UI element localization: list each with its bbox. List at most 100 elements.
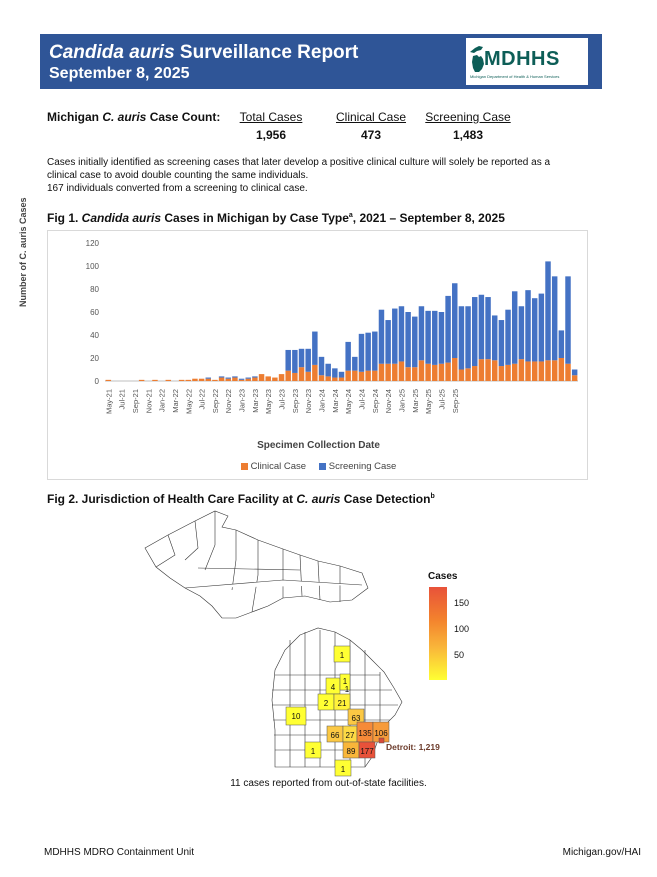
bar-clinical <box>205 378 211 381</box>
x-tick-label: Jul-23 <box>278 389 287 409</box>
bar-screening <box>405 312 411 368</box>
county-label: 4 <box>331 683 336 692</box>
total-cases-value: 1,956 <box>255 128 287 142</box>
bar-clinical <box>545 360 551 381</box>
bar-clinical <box>392 363 398 381</box>
bar-screening <box>458 306 465 370</box>
bar-screening <box>305 348 311 372</box>
legend-swatch-clinical <box>240 462 248 470</box>
map-legend-tick: 100 <box>454 624 470 634</box>
logo-subtitle: Michigan Department of Health & Human Se… <box>470 74 560 79</box>
bar-screening <box>332 368 338 378</box>
county-label: 177 <box>360 747 374 756</box>
bar-clinical <box>538 361 545 381</box>
county-cases <box>285 645 390 777</box>
x-tick-label: Nov-23 <box>304 389 313 413</box>
county-cell <box>334 759 352 777</box>
bar-screening <box>352 356 358 371</box>
bar-clinical <box>338 377 345 381</box>
out-of-state-note: 11 cases reported from out-of-state faci… <box>230 778 427 789</box>
bar-clinical <box>305 371 311 381</box>
y-tick-label: 20 <box>90 354 99 363</box>
county-label: 63 <box>352 714 361 723</box>
screening-cases: Screening Case 1,483 <box>423 110 513 142</box>
x-tick-label: Nov-22 <box>224 389 233 413</box>
bar-screening <box>525 290 531 362</box>
y-tick-label: 40 <box>90 331 99 340</box>
bar-clinical <box>438 363 445 381</box>
x-tick-label: Jan-22 <box>158 389 167 412</box>
bar-screening <box>511 291 518 364</box>
bar-clinical <box>472 366 478 381</box>
bar-screening <box>505 309 511 365</box>
fig2-title: Fig 2. Jurisdiction of Health Care Facil… <box>47 492 435 506</box>
footer-link[interactable]: Michigan.gov/HAI <box>562 847 641 858</box>
county-label: 1 <box>343 677 348 686</box>
bar-clinical <box>365 370 371 381</box>
bar-clinical <box>405 367 411 381</box>
report-header: Candida auris Surveillance Report Septem… <box>40 34 602 89</box>
x-tick-label: May-22 <box>184 389 193 414</box>
bar-clinical <box>485 359 491 381</box>
logo-text: MDHHS <box>484 48 560 70</box>
x-tick-label: Nov-21 <box>144 389 153 413</box>
bar-clinical <box>105 379 112 381</box>
bar-clinical <box>565 363 571 381</box>
county-cell <box>347 708 365 726</box>
bar-clinical <box>272 377 278 381</box>
case-count-label: Michigan C. auris Case Count: <box>47 110 221 124</box>
bar-clinical <box>398 361 405 381</box>
bar-clinical <box>352 370 358 381</box>
x-tick-label: Jan-25 <box>397 389 406 412</box>
county-cell <box>285 706 307 726</box>
bar-clinical <box>285 370 291 381</box>
bar-screening <box>438 312 445 364</box>
county-cell <box>333 645 351 663</box>
report-date: September 8, 2025 <box>49 65 190 82</box>
bar-clinical <box>152 379 158 381</box>
bar-clinical <box>345 370 351 381</box>
y-tick-label: 120 <box>86 239 100 248</box>
x-tick-label: Jul-25 <box>437 389 446 409</box>
x-tick-label: Sep-21 <box>131 389 140 413</box>
bar-clinical <box>312 364 318 381</box>
case-type-chart: 0 20 40 60 80 100 120 May-21 Jul-21 Sep-21 Nov-21 J… <box>47 230 588 480</box>
michigan-logo-icon <box>470 46 484 72</box>
x-tick-label: Jul-22 <box>198 389 207 409</box>
bar-screening <box>358 333 365 372</box>
bar-screening <box>225 377 231 379</box>
bar-clinical <box>212 379 218 381</box>
bar-clinical <box>198 378 205 381</box>
bar-clinical <box>245 378 251 381</box>
bar-clinical <box>318 375 325 381</box>
bar-clinical <box>445 362 451 381</box>
x-tick-label: Nov-24 <box>384 389 393 413</box>
bar-screening <box>412 316 418 368</box>
x-tick-label: Sep-22 <box>211 389 220 413</box>
county-label: 2 <box>324 699 329 708</box>
bar-clinical <box>298 367 305 381</box>
bar-clinical <box>418 360 425 381</box>
bar-clinical <box>452 358 458 381</box>
bar-clinical <box>571 375 578 381</box>
bar-clinical <box>358 371 365 381</box>
x-tick-label: Jul-24 <box>357 389 366 409</box>
clinical-case-header: Clinical Case <box>335 110 407 124</box>
bar-clinical <box>265 376 271 381</box>
case-definition-note: Cases initially identified as screening … <box>47 157 551 194</box>
total-cases: Total Cases 1,956 <box>236 110 306 142</box>
bar-clinical <box>551 360 558 381</box>
bar-screening <box>398 306 405 362</box>
bar-clinical <box>558 358 565 381</box>
legend-clinical: Clinical Case <box>240 461 306 472</box>
y-tick-label: 60 <box>90 308 99 317</box>
bar-screening <box>558 330 565 358</box>
bar-clinical <box>378 363 385 381</box>
bar-clinical <box>525 361 531 381</box>
bar-screening <box>378 309 385 364</box>
bar-screening <box>432 310 438 365</box>
bar-clinical <box>491 360 498 381</box>
county-label: 66 <box>331 731 340 740</box>
screening-case-value: 1,483 <box>452 128 484 142</box>
